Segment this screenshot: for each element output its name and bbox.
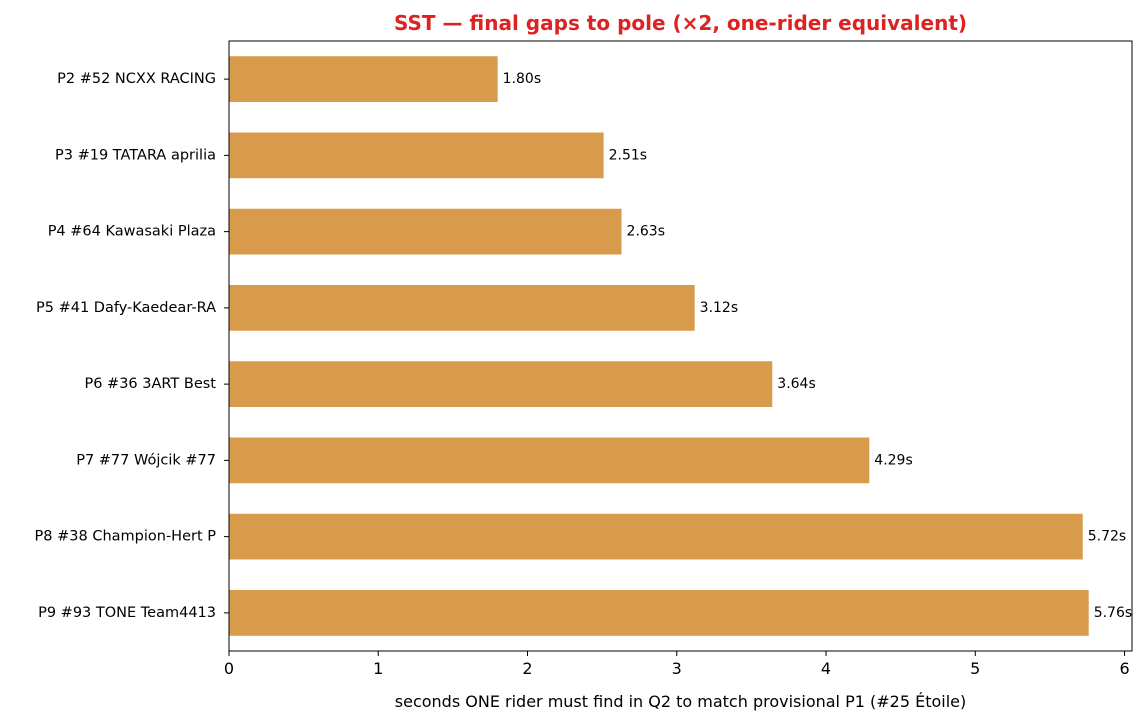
category-label: P2 #52 NCXX RACING xyxy=(57,71,216,87)
bar-value-label: 5.76s xyxy=(1094,605,1132,621)
bar xyxy=(229,208,622,255)
category-label: P6 #36 3ART Best xyxy=(84,376,216,392)
x-tick-label: 1 xyxy=(373,659,383,678)
chart-title: SST — final gaps to pole (×2, one-rider … xyxy=(394,11,967,35)
bar-value-label: 5.72s xyxy=(1088,529,1126,545)
bar xyxy=(229,132,604,179)
bar-value-label: 3.64s xyxy=(777,376,815,392)
x-tick-label: 0 xyxy=(224,659,234,678)
bar xyxy=(229,56,498,102)
category-label: P5 #41 Dafy-Kaedear-RA xyxy=(36,300,216,316)
bar-value-label: 3.12s xyxy=(700,300,738,316)
bar xyxy=(229,437,870,484)
x-tick-label: 6 xyxy=(1119,659,1129,678)
category-label: P9 #93 TONE Team4413 xyxy=(38,605,216,621)
bar-value-label: 1.80s xyxy=(503,71,541,87)
bar xyxy=(229,513,1083,560)
category-label: P3 #19 TATARA aprilia xyxy=(55,147,216,163)
bar xyxy=(229,590,1089,636)
x-tick-label: 4 xyxy=(821,659,831,678)
category-label: P4 #64 Kawasaki Plaza xyxy=(48,224,216,240)
bar-value-label: 2.63s xyxy=(627,224,665,240)
bar-value-label: 2.51s xyxy=(609,147,647,163)
plot-frame xyxy=(228,40,1133,652)
category-labels-group: P2 #52 NCXX RACING P3 #19 TATARA aprilia P… xyxy=(35,71,229,621)
category-label: P7 #77 Wójcik #77 xyxy=(76,452,216,468)
category-label: P8 #38 Champion-Hert P xyxy=(35,529,217,545)
x-axis-label: seconds ONE rider must find in Q2 to mat… xyxy=(395,692,966,711)
bar xyxy=(229,361,773,407)
x-tick-label: 3 xyxy=(672,659,682,678)
x-tick-label: 2 xyxy=(522,659,532,678)
bar xyxy=(229,285,695,331)
bar-value-label: 4.29s xyxy=(874,452,912,468)
value-labels-group: 1.80s 2.51s 2.63s 3.12s 3.64s 4.29s 5.72s 5.76s xyxy=(503,71,1133,621)
x-tick-label: 5 xyxy=(970,659,980,678)
x-ticks-group: 0 1 2 3 4 5 6 xyxy=(224,651,1130,678)
bars-group xyxy=(229,56,1089,636)
